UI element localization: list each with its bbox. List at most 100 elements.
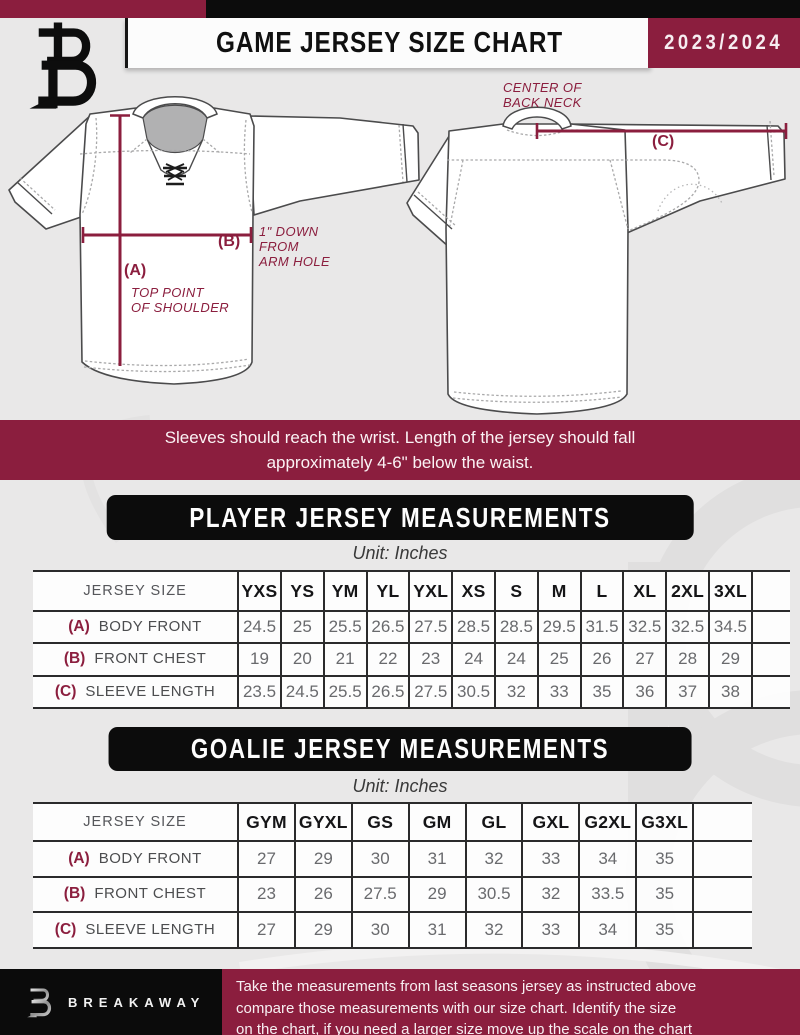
top-accent-bar [0,0,800,18]
collar-laces [163,163,187,186]
footer-instructions-text: Take the measurements from last seasons … [236,978,697,1035]
row-name: FRONT CHEST [94,650,207,668]
trailing-empty-cell [750,642,790,677]
label-a-tag: (A) [124,262,147,279]
measurement-value-cell: 33 [521,911,581,949]
row-tag: (B) [63,650,86,668]
measurement-value-cell: 28 [665,642,711,677]
measurement-value-cell: 25.5 [322,609,368,645]
row-tag: (A) [68,618,90,636]
measurement-value-cell: 27 [237,840,296,878]
measurement-value-cell: 27 [622,642,668,677]
size-column-header: G3XL [635,802,695,842]
player-section-heading: PLAYER JERSEY MEASUREMENTS [106,495,694,540]
breakaway-logo-icon [29,22,97,109]
measurement-value-cell: 30.5 [451,674,496,709]
front-collar-band [132,96,218,119]
measurement-value-cell: 27.5 [408,674,454,709]
size-column-header: GS [350,802,410,842]
back-body [445,123,629,415]
measurement-value-cell: 31.5 [579,609,625,645]
measurement-value-cell: 29 [293,840,353,878]
measurement-value-cell: 27.5 [350,875,410,914]
measurement-value-cell: 34.5 [708,609,753,645]
measurement-value-cell: 29 [407,875,467,914]
measurement-value-cell: 30 [350,840,410,878]
size-column-header: YL [365,570,411,612]
season-badge: 2023/2024 [648,18,800,68]
size-column-header: 2XL [665,570,711,612]
size-column-header: G2XL [578,802,638,842]
measurement-value-cell: 20 [279,642,325,677]
measurement-value-cell: 25.5 [322,674,368,709]
measurement-value-cell: 33 [536,674,582,709]
measurement-value-cell: 22 [365,642,411,677]
table-header-row: JERSEY SIZE YXS YS YM YL YXL XS S M L XL 2XL 3XL [33,570,790,612]
measurement-value-cell: 32 [521,875,581,914]
label-center-back-neck: CENTER OF BACK NECK [503,80,582,111]
row-label-cell: (B) FRONT CHEST [33,875,239,914]
measurement-value-cell: 28.5 [451,609,496,645]
size-column-header: GYM [237,802,296,842]
top-accent-maroon-segment [0,0,206,18]
measurement-value-cell: 29 [293,911,353,949]
size-column-header: YXL [408,570,454,612]
size-column-header: S [493,570,539,612]
measurement-value-cell: 32 [464,840,524,878]
size-column-header: XL [622,570,668,612]
row-name: SLEEVE LENGTH [85,682,216,700]
row-tag: (C) [54,920,77,938]
page-title: GAME JERSEY SIZE CHART [216,26,563,59]
measurement-row: (B) FRONT CHEST 19 20 21 22 23 24 24 25 26 27 28 29 [33,642,790,677]
measurement-value-cell: 35 [635,911,695,949]
label-c-tag: (C) [652,133,675,150]
measurement-value-cell: 27.5 [408,609,454,645]
footer-instructions-block: Take the measurements from last seasons … [222,969,800,1035]
fit-instructions-text: Sleeves should reach the wrist. Length o… [164,428,636,472]
size-column-header: GYXL [293,802,353,842]
footer-brand-block: BREAKAWAY [0,969,222,1035]
label-b-tag: (B) [218,233,241,250]
measurement-value-cell: 31 [407,840,467,878]
measurement-lines [81,114,788,366]
measurement-row: (B) FRONT CHEST 23 26 27.5 29 30.5 32 33.5 35 [33,875,753,914]
measurement-value-cell: 29 [708,642,753,677]
row-tag: (A) [68,849,90,867]
measurement-value-cell: 32.5 [622,609,668,645]
measurement-value-cell: 35 [579,674,625,709]
measurement-value-cell: 30.5 [464,875,524,914]
measurement-row: (C) SLEEVE LENGTH 27 29 30 31 32 33 34 35 [33,911,753,949]
row-label-cell: (C) SLEEVE LENGTH [33,911,239,949]
measurement-value-cell: 34 [578,840,638,878]
size-column-header: M [536,570,582,612]
table-header-row: JERSEY SIZE GYM GYXL GS GM GL GXL G2XL G3XL [33,802,753,842]
size-column-header: GXL [521,802,581,842]
measurement-value-cell: 19 [237,642,282,677]
measurement-value-cell: 38 [708,674,753,709]
measurement-value-cell: 32 [464,911,524,949]
measurement-value-cell: 23 [408,642,454,677]
row-label-cell: (C) SLEEVE LENGTH [33,674,240,709]
measurement-value-cell: 26 [293,875,353,914]
trailing-empty-cell [692,911,753,949]
measurement-value-cell: 36 [622,674,668,709]
measurement-row: (A) BODY FRONT 27 29 30 31 32 33 34 35 [33,840,753,878]
size-column-header: YXS [237,570,282,612]
measurement-value-cell: 32.5 [665,609,711,645]
trailing-empty-cell [692,875,753,914]
jersey-size-column-header: JERSEY SIZE [33,802,239,842]
measurement-value-cell: 33.5 [578,875,638,914]
measurement-value-cell: 26.5 [365,674,411,709]
measurement-value-cell: 33 [521,840,581,878]
front-collar-inner [142,104,208,153]
goalie-section-title: GOALIE JERSEY MEASUREMENTS [190,733,610,764]
goalie-unit-label: Unit: Inches [352,776,448,796]
row-tag: (C) [54,682,77,700]
player-measurements-table: JERSEY SIZE YXS YS YM YL YXL XS S M L XL 2XL 3XL (A) B… [33,570,790,709]
breakaway-footer-logo-icon [27,986,52,1018]
measurement-value-cell: 25 [536,642,582,677]
measurement-value-cell: 26.5 [365,609,411,645]
size-column-header: YS [279,570,325,612]
size-column-header: XS [451,570,496,612]
